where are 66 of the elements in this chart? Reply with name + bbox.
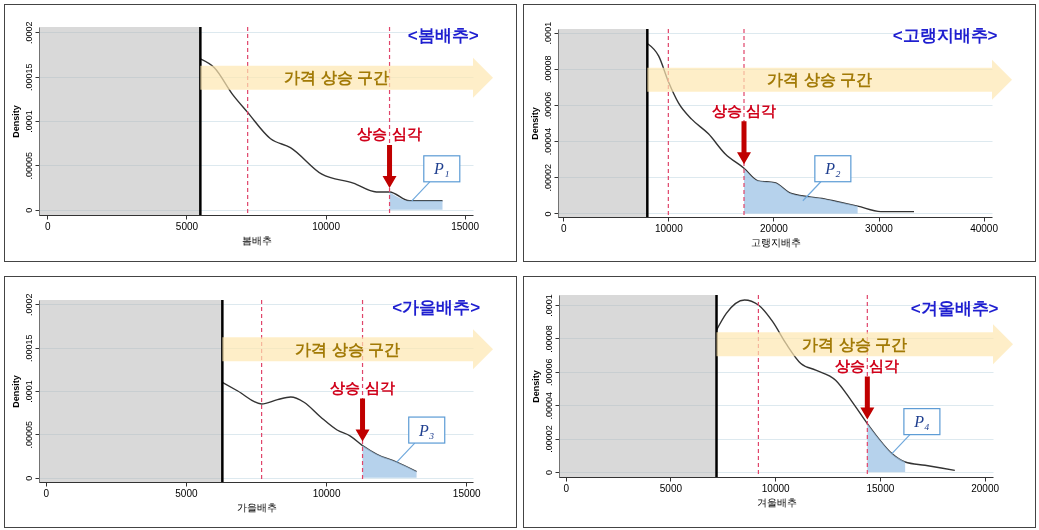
x-tick-label: 20000	[971, 482, 1000, 494]
x-tick-label: 10000	[312, 487, 341, 499]
y-tick-label: .00015	[23, 334, 34, 362]
x-tick-label: 5000	[175, 220, 199, 232]
x-tick-label: 20000	[760, 222, 789, 234]
x-tick-label: 40000	[970, 222, 999, 234]
annotation: 상승 심각	[835, 357, 900, 375]
y-axis-title: Density	[10, 105, 21, 138]
y-tick-label: .00002	[542, 163, 553, 192]
x-tick-label: 30000	[865, 222, 894, 234]
annotation: P₁	[433, 160, 450, 178]
line-series	[221, 381, 418, 473]
y-tick-label: 0	[543, 469, 554, 475]
y-tick-label: .0001	[543, 294, 554, 317]
annotation: 가격 상승 구간	[295, 340, 401, 358]
annotation: 상승 심각	[711, 101, 777, 119]
annotation: 가격 상승 구간	[767, 71, 873, 89]
y-tick-label: .0001	[23, 380, 34, 403]
y-tick-label: .0002	[23, 21, 34, 45]
x-tick-label: 10000	[654, 222, 684, 234]
annotation: P₃	[418, 421, 435, 439]
x-axis-title: 봄배추	[241, 234, 272, 246]
x-tick-label: 0	[560, 222, 567, 234]
y-tick-label: 0	[23, 475, 34, 481]
line-series	[646, 42, 915, 213]
chart-title: <봄배추>	[407, 26, 479, 46]
y-tick-label: .0001	[23, 110, 34, 133]
y-tick-label: .00004	[543, 391, 554, 420]
y-axis-title: Density	[10, 375, 21, 408]
annotation: P₄	[913, 413, 930, 431]
y-tick-label: .00015	[23, 63, 34, 91]
y-tick-label: .00004	[542, 127, 553, 156]
y-tick-label: .00008	[543, 325, 554, 353]
y-tick-label: .00008	[542, 55, 553, 84]
x-tick-label: 10000	[312, 220, 341, 232]
x-tick-label: 5000	[659, 482, 683, 494]
x-tick-label: 10000	[761, 482, 790, 494]
annotation: 가격 상승 구간	[284, 69, 390, 87]
y-tick-label: .00005	[23, 421, 34, 449]
chart-title: <겨울배추>	[910, 298, 999, 318]
y-tick-label: .0002	[23, 293, 34, 317]
x-tick-label: 15000	[452, 487, 482, 499]
annotation: 가격 상승 구간	[802, 335, 908, 353]
y-tick-label: .00002	[543, 425, 554, 453]
x-axis-title: 겨울배추	[756, 496, 797, 508]
x-tick-label: 0	[45, 220, 52, 232]
y-axis-title: Density	[530, 370, 541, 403]
x-tick-label: 5000	[175, 487, 198, 499]
y-tick-label: 0	[23, 207, 34, 213]
y-tick-label: .0001	[542, 21, 553, 45]
chart-title: <가을배추>	[392, 298, 481, 318]
chart-title: <고랭지배추>	[892, 26, 998, 46]
x-axis-title: 가을배추	[236, 501, 277, 513]
annotation: 상승 심각	[330, 379, 395, 397]
y-tick-label: 0	[542, 211, 553, 217]
annotation: 상승 심각	[357, 125, 422, 143]
x-tick-label: 0	[43, 487, 50, 499]
x-tick-label: 0	[563, 482, 570, 494]
y-tick-label: .00006	[542, 91, 553, 120]
y-tick-label: .00006	[543, 358, 554, 387]
x-tick-label: 15000	[866, 482, 895, 494]
y-axis-title: Density	[529, 107, 540, 140]
annotation: P₂	[824, 160, 841, 178]
x-tick-label: 15000	[451, 220, 480, 232]
x-axis-title: 고랭지배추	[750, 236, 801, 248]
y-tick-label: .00005	[23, 152, 34, 180]
